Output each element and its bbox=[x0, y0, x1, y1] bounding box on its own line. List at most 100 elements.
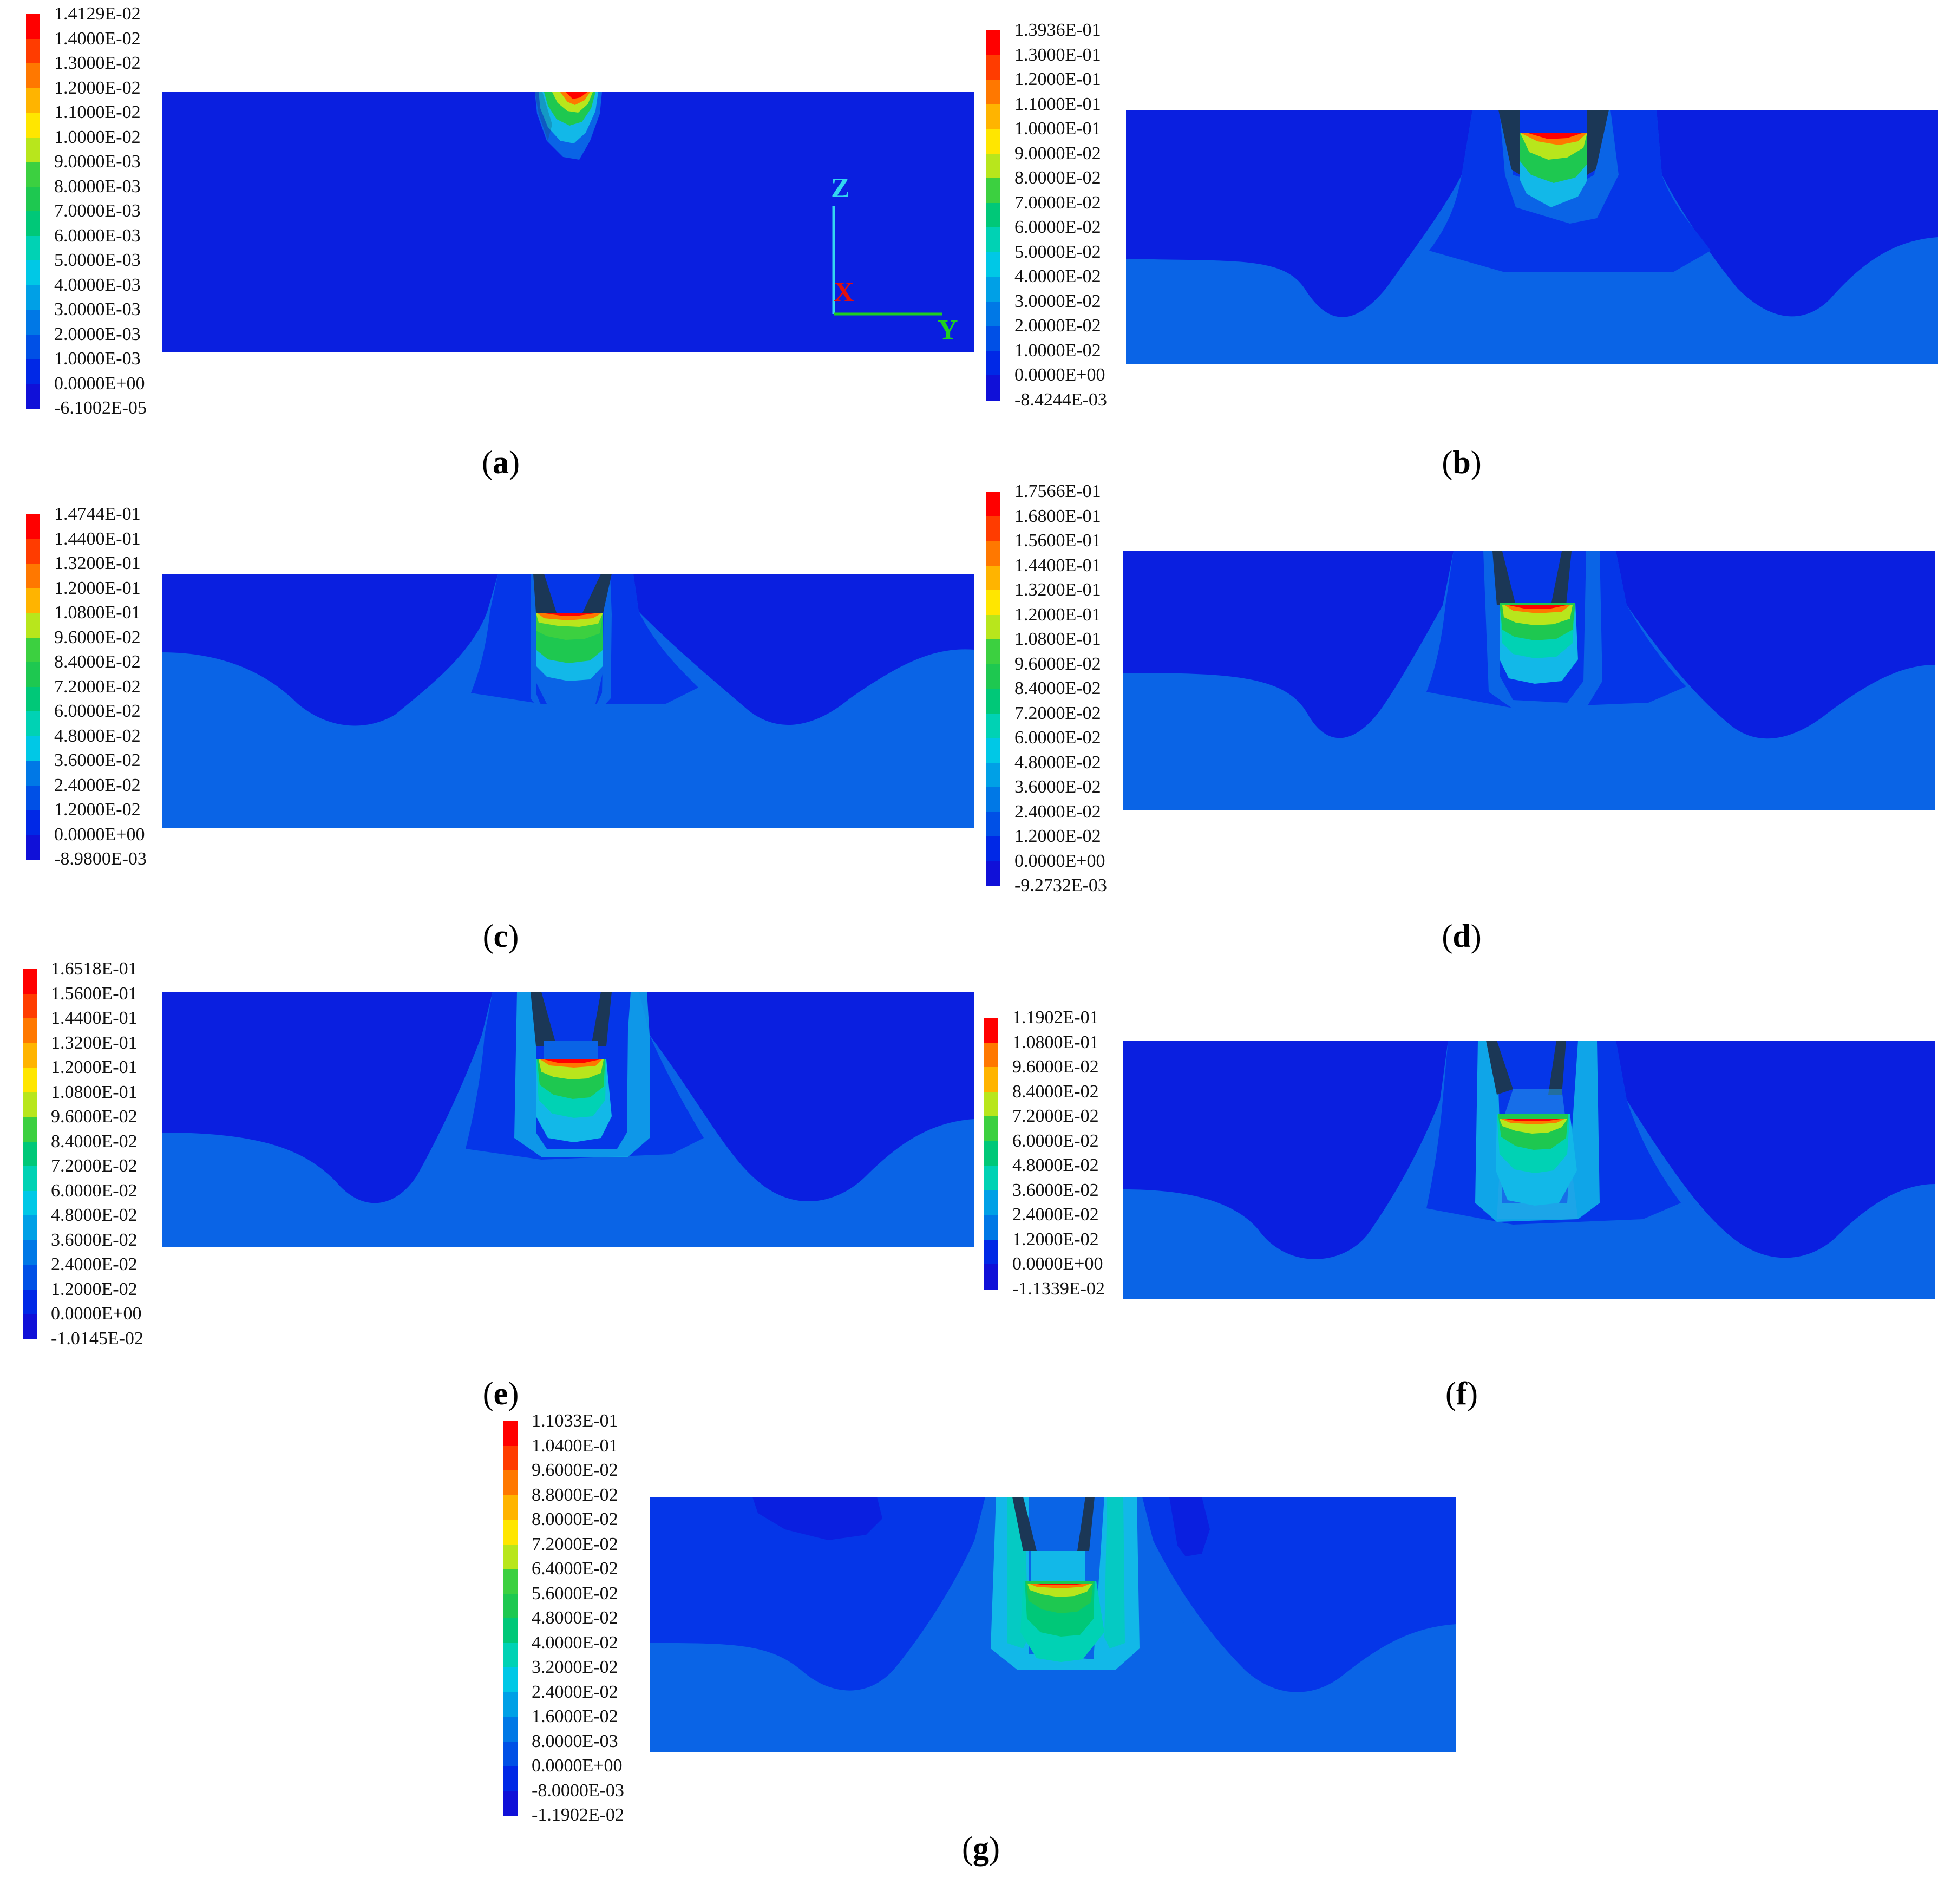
legend-label: 3.0000E-02 bbox=[1014, 291, 1101, 311]
legend-swatch bbox=[26, 686, 40, 712]
legend-swatch bbox=[503, 1618, 518, 1644]
legend-swatch bbox=[984, 1264, 998, 1290]
legend-swatch bbox=[984, 1239, 998, 1265]
legend-label: 1.0000E-02 bbox=[54, 127, 141, 147]
legend-swatch bbox=[986, 614, 1000, 640]
legend-swatch bbox=[986, 350, 1000, 376]
legend-label: 4.0000E-02 bbox=[532, 1632, 618, 1653]
legend-swatch bbox=[23, 1190, 37, 1216]
legend-label: 9.6000E-02 bbox=[532, 1460, 618, 1480]
legend-label: 1.6000E-02 bbox=[532, 1706, 618, 1726]
legend-swatch bbox=[23, 1068, 37, 1093]
legend-label: 6.0000E-02 bbox=[1014, 217, 1101, 237]
legend-swatch bbox=[26, 285, 40, 310]
legend-swatch bbox=[26, 14, 40, 40]
legend-label: 4.8000E-02 bbox=[51, 1205, 138, 1225]
caption-b: (b) bbox=[1442, 444, 1482, 480]
legend-label: 1.2000E-02 bbox=[51, 1279, 138, 1299]
legend-label: 1.3200E-01 bbox=[54, 553, 141, 573]
axis-label-z: Z bbox=[831, 173, 850, 204]
legend-swatch bbox=[23, 969, 37, 994]
legend-swatch bbox=[984, 1215, 998, 1240]
legend-swatch bbox=[503, 1766, 518, 1791]
legend-label: -8.0000E-03 bbox=[532, 1780, 624, 1801]
legend-swatch bbox=[503, 1741, 518, 1766]
caption-e: (e) bbox=[482, 1376, 519, 1411]
legend-label: 1.4744E-01 bbox=[54, 504, 141, 524]
legend-label: 3.6000E-02 bbox=[54, 750, 141, 770]
legend-label: 1.1033E-01 bbox=[532, 1411, 618, 1431]
legend-label: 0.0000E+00 bbox=[1014, 365, 1105, 385]
legend-label: 3.2000E-02 bbox=[532, 1657, 618, 1677]
legend-swatch bbox=[503, 1569, 518, 1594]
legend-swatch bbox=[26, 211, 40, 237]
legend-label: 8.0000E-03 bbox=[54, 176, 141, 197]
legend-label: 6.0000E-02 bbox=[54, 701, 141, 721]
legend-label: 1.3000E-01 bbox=[1014, 44, 1101, 65]
legend-swatch bbox=[503, 1445, 518, 1471]
legend-swatch bbox=[986, 178, 1000, 204]
legend-label: 5.6000E-02 bbox=[532, 1583, 618, 1604]
legend-swatch bbox=[23, 1092, 37, 1117]
contour-plot-g bbox=[650, 1497, 1456, 1752]
legend-label: -8.4244E-03 bbox=[1014, 389, 1107, 410]
legend-label: 5.0000E-02 bbox=[1014, 241, 1101, 262]
legend-swatch bbox=[23, 1141, 37, 1167]
legend-swatch bbox=[986, 277, 1000, 302]
axis-label-y: Y bbox=[938, 315, 958, 345]
legend-swatch bbox=[23, 1314, 37, 1339]
legend-label: 6.0000E-03 bbox=[54, 225, 141, 246]
legend-label: -8.9800E-03 bbox=[54, 849, 147, 869]
legend-swatch bbox=[984, 1042, 998, 1068]
legend-label: 1.0400E-01 bbox=[532, 1435, 618, 1456]
legend-label: 1.2000E-01 bbox=[1014, 69, 1101, 89]
legend-label: -6.1002E-05 bbox=[54, 398, 147, 418]
legend-label: 1.7566E-01 bbox=[1014, 481, 1101, 501]
legend-label: 9.6000E-02 bbox=[51, 1107, 138, 1127]
legend-label: 7.0000E-02 bbox=[1014, 192, 1101, 213]
legend-swatch bbox=[26, 63, 40, 89]
contour-plot-d bbox=[1123, 551, 1935, 810]
legend-label: 3.6000E-02 bbox=[1012, 1180, 1099, 1200]
legend-swatch bbox=[26, 711, 40, 737]
legend-label: 1.6800E-01 bbox=[1014, 506, 1101, 526]
legend-label: -1.0145E-02 bbox=[51, 1328, 143, 1349]
legend-label: 1.6518E-01 bbox=[51, 959, 138, 979]
legend-label: 7.2000E-02 bbox=[1012, 1106, 1099, 1126]
legend-label: 1.2000E-01 bbox=[51, 1057, 138, 1077]
legend-swatch bbox=[986, 104, 1000, 129]
legend-label: 0.0000E+00 bbox=[1012, 1254, 1103, 1274]
legend-label: 3.6000E-02 bbox=[1014, 777, 1101, 797]
legend-swatch bbox=[984, 1091, 998, 1117]
legend-label: 3.6000E-02 bbox=[51, 1229, 138, 1250]
legend-swatch bbox=[986, 762, 1000, 788]
legend-label: 1.3200E-01 bbox=[51, 1032, 138, 1053]
legend-label: 1.3000E-02 bbox=[54, 53, 141, 73]
legend-swatch bbox=[503, 1692, 518, 1717]
legend-swatch bbox=[984, 1141, 998, 1166]
legend-swatch bbox=[26, 137, 40, 162]
legend-swatch bbox=[986, 639, 1000, 665]
legend-label: 1.5600E-01 bbox=[51, 983, 138, 1004]
legend-label: 1.2000E-02 bbox=[54, 77, 141, 98]
legend-label: 7.0000E-03 bbox=[54, 201, 141, 221]
legend-label: 1.4129E-02 bbox=[54, 4, 141, 24]
legend-label: 2.4000E-02 bbox=[532, 1681, 618, 1702]
legend-label: 0.0000E+00 bbox=[1014, 850, 1105, 871]
legend-label: -9.2732E-03 bbox=[1014, 875, 1107, 895]
legend-label: 8.4000E-02 bbox=[1014, 678, 1101, 698]
legend-swatch bbox=[986, 30, 1000, 56]
legend-label: 7.2000E-02 bbox=[51, 1156, 138, 1176]
legend-swatch bbox=[26, 662, 40, 688]
legend-label: 2.0000E-02 bbox=[1014, 316, 1101, 336]
legend-label: 8.4000E-02 bbox=[54, 652, 141, 672]
caption-c: (c) bbox=[482, 918, 519, 954]
legend-swatch bbox=[23, 1166, 37, 1192]
legend-label: 4.0000E-02 bbox=[1014, 266, 1101, 286]
legend-label: 8.0000E-03 bbox=[532, 1731, 618, 1751]
legend-label: 7.2000E-02 bbox=[1014, 703, 1101, 723]
legend-swatch bbox=[26, 834, 40, 860]
legend-swatch bbox=[986, 590, 1000, 616]
legend-swatch bbox=[26, 564, 40, 589]
legend-swatch bbox=[503, 1470, 518, 1496]
